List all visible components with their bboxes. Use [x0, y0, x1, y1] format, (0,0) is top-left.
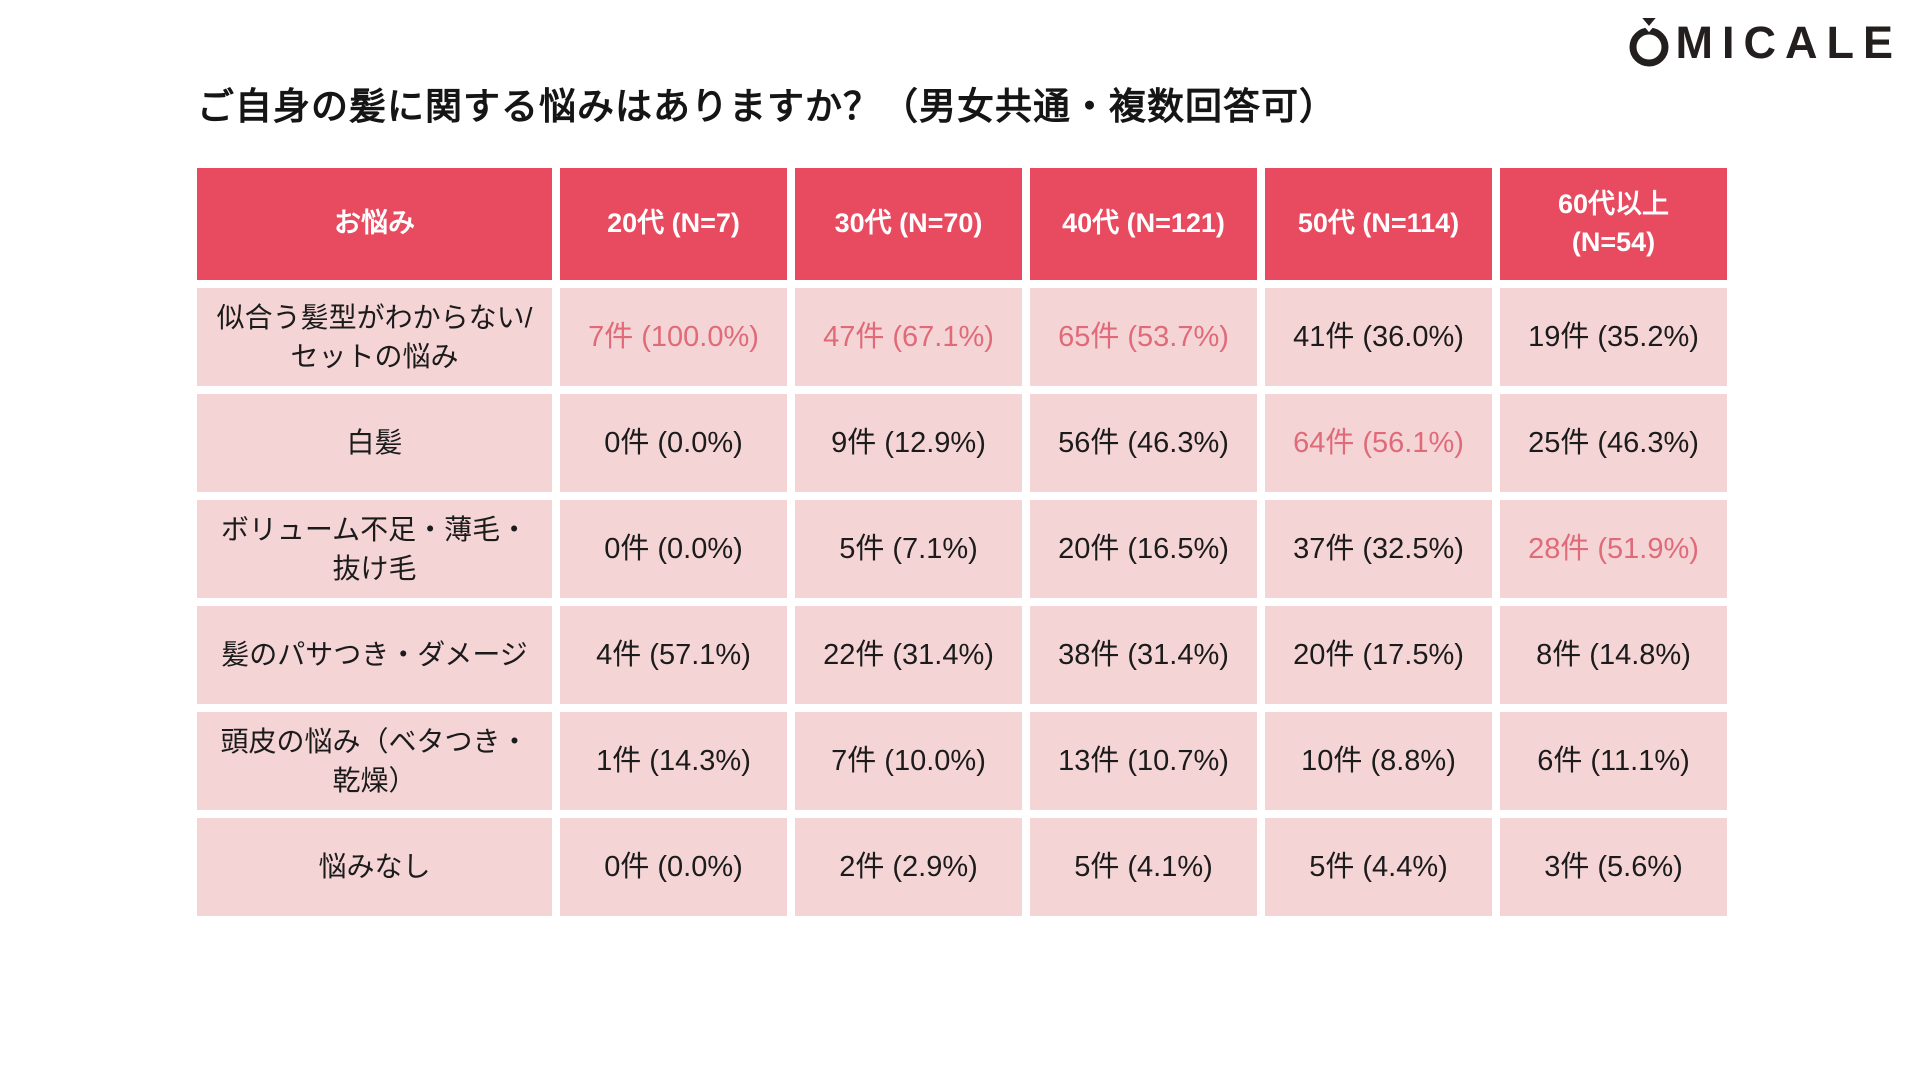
value-cell: 5件 (4.4%) — [1265, 818, 1492, 916]
value-cell: 22件 (31.4%) — [795, 606, 1022, 704]
value-cell: 41件 (36.0%) — [1265, 288, 1492, 386]
value-cell: 6件 (11.1%) — [1500, 712, 1727, 810]
results-table: お悩み 20代 (N=7) 30代 (N=70) 40代 (N=121) 50代 (N=… — [197, 168, 1727, 916]
header-cell-age-group: 50代 (N=114) — [1265, 168, 1492, 280]
value-cell-highlighted: 47件 (67.1%) — [795, 288, 1022, 386]
row-label: 白髪 — [197, 394, 552, 492]
row-label: 悩みなし — [197, 818, 552, 916]
value-cell: 25件 (46.3%) — [1500, 394, 1727, 492]
header-cell-age-group: 30代 (N=70) — [795, 168, 1022, 280]
value-cell: 7件 (10.0%) — [795, 712, 1022, 810]
value-cell-highlighted: 64件 (56.1%) — [1265, 394, 1492, 492]
value-cell: 0件 (0.0%) — [560, 500, 787, 598]
value-cell: 5件 (7.1%) — [795, 500, 1022, 598]
value-cell-highlighted: 7件 (100.0%) — [560, 288, 787, 386]
value-cell: 10件 (8.8%) — [1265, 712, 1492, 810]
value-cell: 0件 (0.0%) — [560, 394, 787, 492]
value-cell: 13件 (10.7%) — [1030, 712, 1257, 810]
value-cell: 9件 (12.9%) — [795, 394, 1022, 492]
value-cell: 3件 (5.6%) — [1500, 818, 1727, 916]
ring-gem-icon — [1624, 10, 1676, 68]
row-label: 髪のパサつき・ダメージ — [197, 606, 552, 704]
header-cell-age-group: 40代 (N=121) — [1030, 168, 1257, 280]
value-cell: 20件 (17.5%) — [1265, 606, 1492, 704]
value-cell: 4件 (57.1%) — [560, 606, 787, 704]
row-label: ボリューム不足・薄毛・ 抜け毛 — [197, 500, 552, 598]
header-cell-age-group: 20代 (N=7) — [560, 168, 787, 280]
value-cell: 1件 (14.3%) — [560, 712, 787, 810]
header-cell-age-group: 60代以上 (N=54) — [1500, 168, 1727, 280]
value-cell: 38件 (31.4%) — [1030, 606, 1257, 704]
header-cell-category: お悩み — [197, 168, 552, 280]
value-cell: 0件 (0.0%) — [560, 818, 787, 916]
page-title: ご自身の髪に関する悩みはありますか？（男女共通・複数回答可） — [197, 86, 1337, 127]
value-cell: 20件 (16.5%) — [1030, 500, 1257, 598]
value-cell: 8件 (14.8%) — [1500, 606, 1727, 704]
value-cell-highlighted: 65件 (53.7%) — [1030, 288, 1257, 386]
row-label: 頭皮の悩み（ベタつき・ 乾燥） — [197, 712, 552, 810]
brand-logo: MICALE — [1624, 10, 1903, 68]
brand-logo-letters: MICALE — [1675, 16, 1902, 68]
value-cell-highlighted: 28件 (51.9%) — [1500, 500, 1727, 598]
value-cell: 5件 (4.1%) — [1030, 818, 1257, 916]
value-cell: 19件 (35.2%) — [1500, 288, 1727, 386]
row-label: 似合う髪型がわからない/ セットの悩み — [197, 288, 552, 386]
value-cell: 56件 (46.3%) — [1030, 394, 1257, 492]
value-cell: 2件 (2.9%) — [795, 818, 1022, 916]
value-cell: 37件 (32.5%) — [1265, 500, 1492, 598]
